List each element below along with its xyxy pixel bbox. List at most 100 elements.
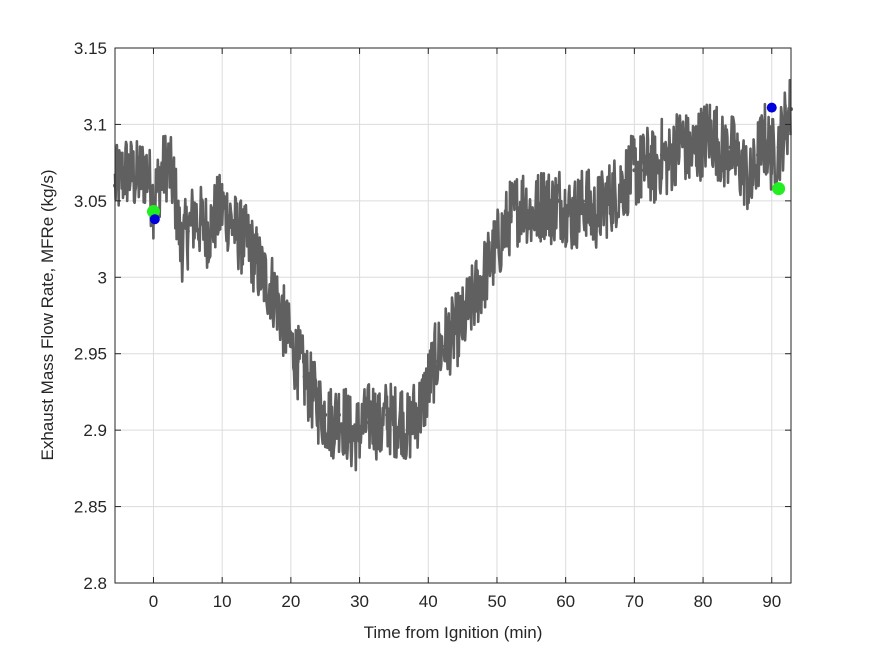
series-point <box>192 214 197 219</box>
marker-layer <box>146 102 786 225</box>
x-tick-label: 90 <box>762 592 781 611</box>
series-point <box>227 214 232 219</box>
series-point <box>769 153 774 157</box>
series-point <box>134 175 139 180</box>
y-tick-label: 2.85 <box>74 498 107 517</box>
series-point <box>494 244 499 249</box>
series-point <box>426 382 431 387</box>
series-point <box>762 137 767 142</box>
series-point <box>391 420 396 425</box>
series-point <box>440 344 445 349</box>
series-point <box>611 191 616 196</box>
series-point <box>240 237 245 242</box>
x-tick-label: 70 <box>625 592 644 611</box>
series-point <box>728 145 733 150</box>
series-point <box>618 183 623 188</box>
series-point <box>529 214 534 219</box>
series-point <box>433 359 438 364</box>
series-point <box>446 336 451 341</box>
series-point <box>378 428 383 433</box>
series-point <box>735 160 740 165</box>
series-point <box>151 198 156 203</box>
series-point <box>714 137 719 142</box>
series-point <box>275 298 280 303</box>
y-tick-label: 2.95 <box>74 345 107 364</box>
marker-green-end <box>772 182 786 196</box>
series-point <box>666 160 671 165</box>
series-point <box>460 321 465 326</box>
series-point <box>701 137 706 142</box>
series-point <box>652 168 657 173</box>
series-point <box>220 206 225 211</box>
series-point <box>584 198 589 203</box>
series-point <box>742 168 747 173</box>
series-point <box>343 420 348 425</box>
series-point <box>123 168 128 173</box>
series-point <box>185 229 190 234</box>
series-point <box>405 428 410 433</box>
series-point <box>467 305 472 310</box>
series-point <box>336 412 341 417</box>
series-point <box>577 206 582 211</box>
series-point <box>481 275 486 280</box>
series-point <box>247 244 252 249</box>
y-tick-label: 2.9 <box>83 421 107 440</box>
x-tick-label: 40 <box>419 592 438 611</box>
series-point <box>604 198 609 203</box>
series-point <box>646 160 651 165</box>
series-point <box>508 214 513 219</box>
series-point <box>295 359 300 364</box>
series-point <box>178 244 183 249</box>
series-point <box>350 435 355 440</box>
series-point <box>213 214 218 219</box>
x-tick-label: 30 <box>350 592 369 611</box>
series-point <box>549 206 554 211</box>
y-tick-label: 2.8 <box>83 574 107 593</box>
series-point <box>639 168 644 173</box>
series-point <box>570 214 575 219</box>
series-point <box>673 145 678 150</box>
series-point <box>707 130 712 135</box>
x-tick-label: 80 <box>694 592 713 611</box>
series-point <box>268 282 273 287</box>
series-point <box>591 214 596 219</box>
x-tick-label: 50 <box>488 592 507 611</box>
x-tick-label: 0 <box>149 592 158 611</box>
series-point <box>776 145 781 150</box>
series-point <box>412 412 417 417</box>
series-point <box>474 290 479 295</box>
series-point <box>316 405 321 410</box>
series-point <box>233 229 238 234</box>
series-point <box>632 168 637 173</box>
series-point <box>254 260 259 264</box>
y-tick-label: 3.15 <box>74 39 107 58</box>
series-point <box>687 153 692 157</box>
series-point <box>385 412 390 417</box>
series-point <box>543 198 548 203</box>
series-point <box>309 389 314 394</box>
series-point <box>371 412 376 417</box>
y-axis-label: Exhaust Mass Flow Rate, MFRe (kg/s) <box>38 170 57 461</box>
y-tick-label: 3.1 <box>83 115 107 134</box>
series-point <box>721 153 726 157</box>
series-point <box>501 229 506 234</box>
series-point <box>158 175 163 180</box>
series-point <box>556 198 561 203</box>
x-tick-label: 60 <box>556 592 575 611</box>
x-tick-label: 20 <box>281 592 300 611</box>
x-tick-label: 10 <box>213 592 232 611</box>
series-point <box>694 145 699 150</box>
series-point <box>323 412 328 417</box>
x-axis-label: Time from Ignition (min) <box>364 623 543 642</box>
series-point <box>453 328 458 333</box>
y-tick-label: 3 <box>98 268 107 287</box>
series-point <box>288 344 293 349</box>
series-point <box>522 198 527 203</box>
series-point <box>165 160 170 165</box>
series-point <box>419 405 424 410</box>
marker-blue-end <box>766 102 777 113</box>
series-point <box>563 206 568 211</box>
series-point <box>680 137 685 142</box>
